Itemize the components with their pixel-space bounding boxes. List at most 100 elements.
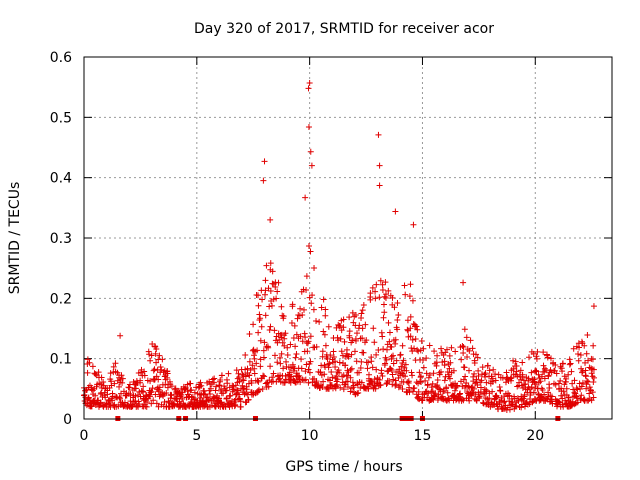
data-point bbox=[341, 338, 348, 345]
data-point bbox=[411, 345, 418, 352]
data-point bbox=[540, 349, 547, 356]
data-point bbox=[406, 293, 413, 300]
data-point bbox=[117, 332, 124, 339]
data-point bbox=[579, 379, 586, 386]
data-point bbox=[351, 348, 358, 355]
data-point bbox=[392, 340, 399, 347]
data-point bbox=[246, 358, 253, 365]
data-point bbox=[402, 373, 409, 380]
data-point bbox=[254, 347, 261, 354]
data-point bbox=[474, 382, 481, 389]
data-point bbox=[277, 360, 284, 367]
data-point bbox=[329, 374, 336, 381]
data-point bbox=[353, 358, 360, 365]
data-point bbox=[500, 399, 507, 406]
data-point bbox=[467, 337, 474, 344]
data-point bbox=[573, 385, 580, 392]
data-point bbox=[406, 389, 413, 396]
data-point bbox=[560, 388, 567, 395]
data-point bbox=[460, 344, 467, 351]
data-point bbox=[109, 397, 116, 404]
data-point bbox=[278, 303, 285, 310]
data-point bbox=[385, 319, 392, 326]
data-point bbox=[405, 378, 412, 385]
data-point bbox=[358, 379, 365, 386]
data-point bbox=[380, 346, 387, 353]
data-point bbox=[213, 383, 220, 390]
data-point bbox=[267, 287, 274, 294]
data-point bbox=[458, 356, 465, 363]
data-point bbox=[318, 304, 325, 311]
data-point bbox=[275, 279, 282, 286]
data-point bbox=[365, 359, 372, 366]
data-point bbox=[348, 351, 355, 358]
data-point bbox=[461, 364, 468, 371]
data-point bbox=[336, 359, 343, 366]
data-point bbox=[392, 208, 399, 215]
data-point bbox=[588, 370, 595, 377]
data-point bbox=[382, 360, 389, 367]
data-point bbox=[407, 281, 414, 288]
data-point bbox=[460, 376, 467, 383]
data-point bbox=[559, 360, 566, 367]
data-point bbox=[446, 365, 453, 372]
data-point bbox=[305, 123, 312, 130]
data-point bbox=[239, 371, 246, 378]
data-point bbox=[116, 383, 123, 390]
data-point bbox=[379, 333, 386, 340]
data-point bbox=[343, 373, 350, 380]
y-tick-label: 0.5 bbox=[50, 110, 72, 126]
data-point bbox=[393, 357, 400, 364]
data-point bbox=[376, 162, 383, 169]
data-point bbox=[342, 362, 349, 369]
data-point bbox=[416, 396, 423, 403]
data-point bbox=[383, 356, 390, 363]
data-point bbox=[84, 369, 91, 376]
data-point bbox=[354, 330, 361, 337]
data-point bbox=[271, 352, 278, 359]
data-point bbox=[182, 385, 189, 392]
data-point bbox=[548, 393, 555, 400]
data-point bbox=[385, 287, 392, 294]
data-point bbox=[552, 361, 559, 368]
data-point bbox=[369, 364, 376, 371]
data-point bbox=[589, 373, 596, 380]
data-point bbox=[302, 194, 309, 201]
data-point bbox=[321, 371, 328, 378]
data-point bbox=[150, 397, 157, 404]
data-point bbox=[466, 347, 473, 354]
data-point bbox=[257, 315, 264, 322]
data-point bbox=[422, 377, 429, 384]
data-point bbox=[207, 390, 214, 397]
data-point bbox=[460, 397, 467, 404]
data-point bbox=[535, 371, 542, 378]
data-point bbox=[428, 384, 435, 391]
data-point bbox=[518, 376, 525, 383]
data-point bbox=[281, 342, 288, 349]
data-point bbox=[466, 397, 473, 404]
data-point bbox=[308, 162, 315, 169]
data-point bbox=[378, 367, 385, 374]
data-point bbox=[320, 328, 327, 335]
data-point bbox=[260, 372, 267, 379]
data-point bbox=[321, 331, 328, 338]
data-point bbox=[541, 375, 548, 382]
data-point bbox=[562, 378, 569, 385]
data-point bbox=[425, 390, 432, 397]
data-point bbox=[217, 399, 224, 406]
data-point bbox=[320, 296, 327, 303]
data-point bbox=[545, 389, 552, 396]
data-point bbox=[365, 385, 372, 392]
data-point bbox=[397, 351, 404, 358]
data-point bbox=[590, 342, 597, 349]
data-point bbox=[320, 378, 327, 385]
data-point bbox=[281, 335, 288, 342]
data-point bbox=[382, 279, 389, 286]
data-point bbox=[428, 389, 435, 396]
data-point bbox=[460, 279, 467, 286]
data-point bbox=[585, 378, 592, 385]
data-point bbox=[281, 379, 288, 386]
data-point bbox=[242, 373, 249, 380]
data-point bbox=[539, 387, 546, 394]
